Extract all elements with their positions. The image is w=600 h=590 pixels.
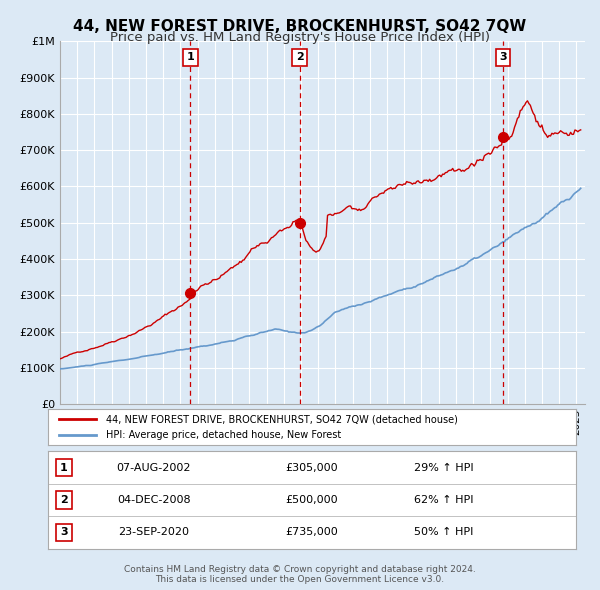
- Text: 04-DEC-2008: 04-DEC-2008: [117, 495, 190, 505]
- Text: 2: 2: [60, 495, 68, 505]
- Text: 44, NEW FOREST DRIVE, BROCKENHURST, SO42 7QW (detached house): 44, NEW FOREST DRIVE, BROCKENHURST, SO42…: [106, 414, 458, 424]
- Text: 29% ↑ HPI: 29% ↑ HPI: [414, 463, 474, 473]
- Text: 1: 1: [60, 463, 68, 473]
- Text: 50% ↑ HPI: 50% ↑ HPI: [415, 527, 473, 537]
- Text: £500,000: £500,000: [286, 495, 338, 505]
- Text: 07-AUG-2002: 07-AUG-2002: [116, 463, 191, 473]
- Text: Price paid vs. HM Land Registry's House Price Index (HPI): Price paid vs. HM Land Registry's House …: [110, 31, 490, 44]
- Text: 44, NEW FOREST DRIVE, BROCKENHURST, SO42 7QW: 44, NEW FOREST DRIVE, BROCKENHURST, SO42…: [73, 19, 527, 34]
- Text: 3: 3: [60, 527, 68, 537]
- Text: £305,000: £305,000: [286, 463, 338, 473]
- Text: 62% ↑ HPI: 62% ↑ HPI: [414, 495, 474, 505]
- Text: 1: 1: [187, 52, 194, 62]
- Text: Contains HM Land Registry data © Crown copyright and database right 2024.
This d: Contains HM Land Registry data © Crown c…: [124, 565, 476, 584]
- Text: HPI: Average price, detached house, New Forest: HPI: Average price, detached house, New …: [106, 430, 341, 440]
- Text: £735,000: £735,000: [286, 527, 338, 537]
- Text: 23-SEP-2020: 23-SEP-2020: [118, 527, 189, 537]
- Text: 2: 2: [296, 52, 304, 62]
- Text: 3: 3: [499, 52, 507, 62]
